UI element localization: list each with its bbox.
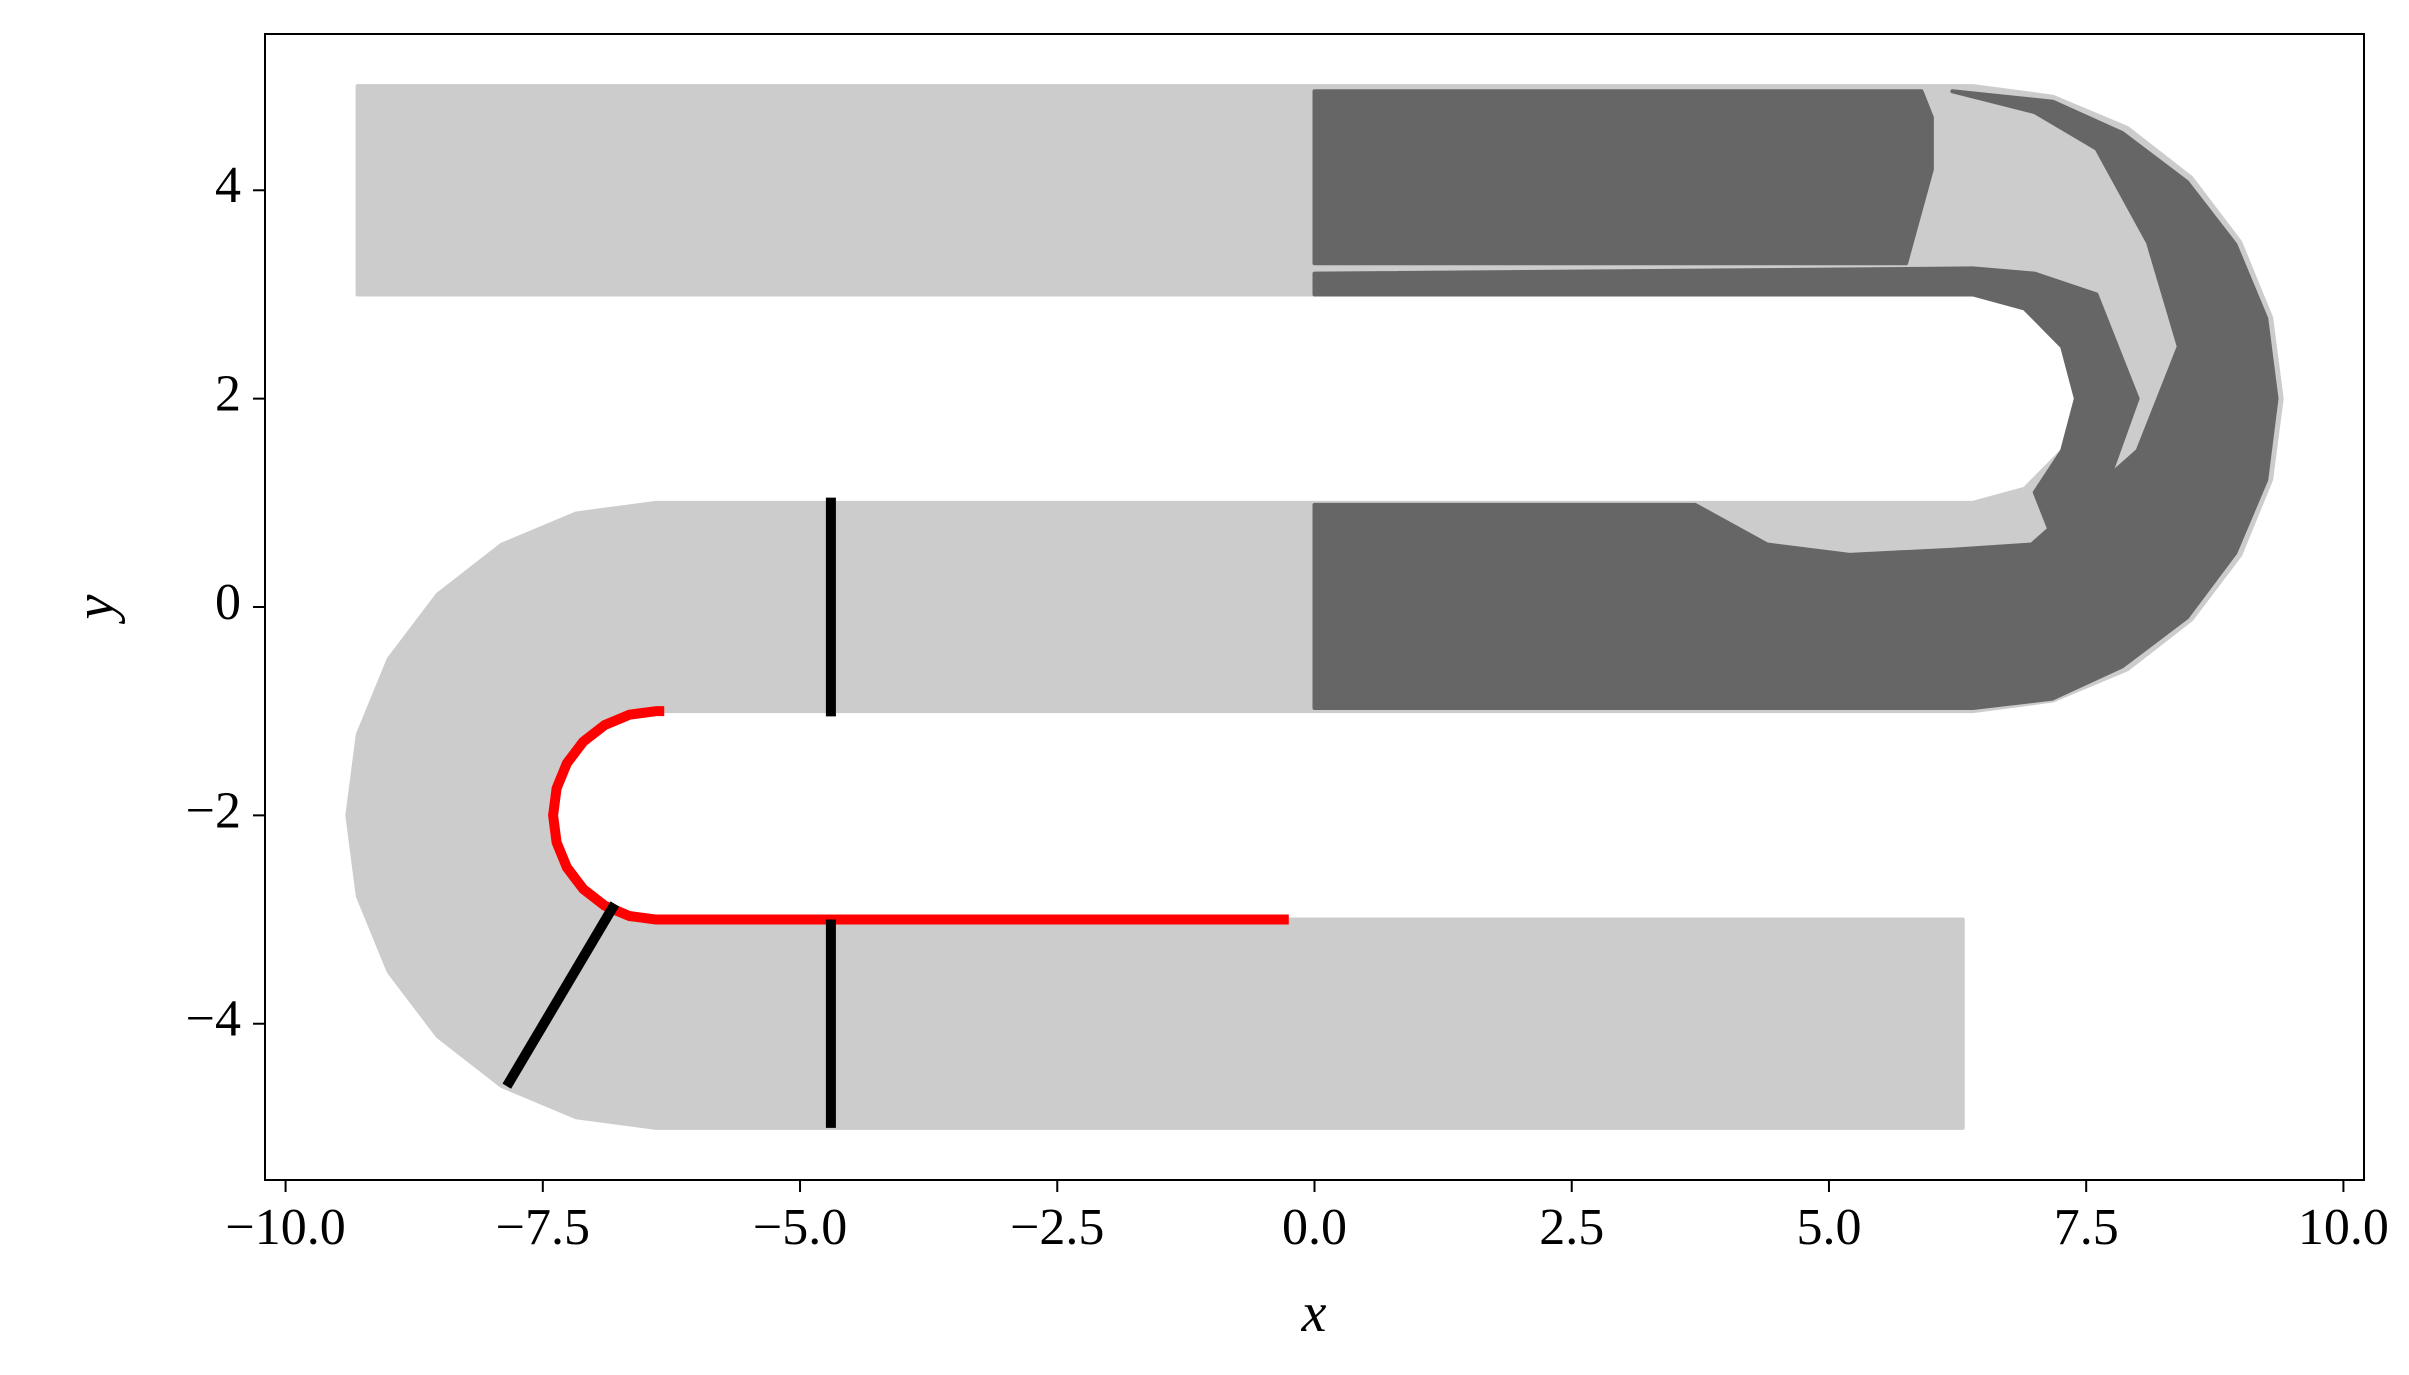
- y-tick-label: −4: [186, 991, 241, 1048]
- track-region: [1312, 89, 2279, 711]
- x-tick-label: 0.0: [1282, 1199, 1347, 1256]
- x-tick-label: −2.5: [1010, 1199, 1104, 1256]
- x-tick-label: −7.5: [496, 1199, 590, 1256]
- x-tick-label: −5.0: [753, 1199, 847, 1256]
- x-tick-label: 10.0: [2298, 1199, 2389, 1256]
- y-tick-label: 4: [215, 157, 241, 214]
- x-tick-label: 5.0: [1796, 1199, 1861, 1256]
- y-axis-label: y: [64, 594, 126, 624]
- path-line: [548, 706, 1289, 925]
- plot-area: [345, 84, 2284, 1130]
- y-tick-label: 0: [215, 574, 241, 631]
- x-axis-label: x: [1301, 1282, 1327, 1344]
- x-tick-label: −10.0: [225, 1199, 345, 1256]
- x-tick-label: 7.5: [2054, 1199, 2119, 1256]
- y-tick-label: 2: [215, 366, 241, 423]
- x-tick-label: 2.5: [1539, 1199, 1604, 1256]
- track-region: [1312, 89, 1934, 266]
- y-tick-label: −2: [186, 782, 241, 839]
- path-line: [502, 901, 620, 1089]
